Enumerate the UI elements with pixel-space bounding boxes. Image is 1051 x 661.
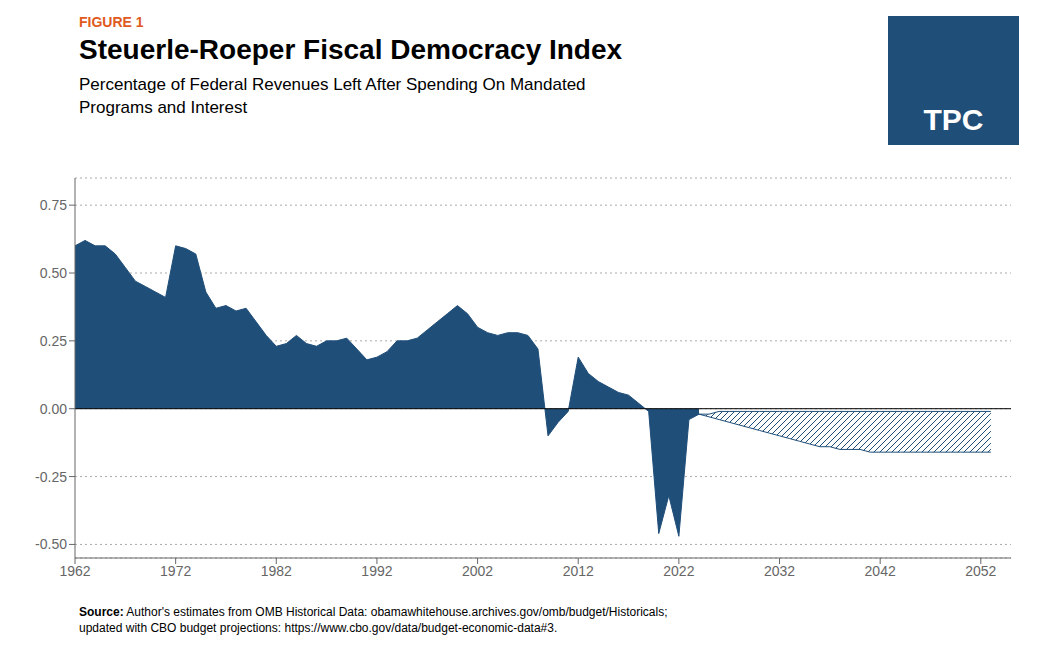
svg-text:0.25: 0.25	[40, 333, 67, 349]
svg-text:1982: 1982	[261, 563, 292, 579]
svg-text:2032: 2032	[764, 563, 795, 579]
svg-text:2052: 2052	[965, 563, 996, 579]
html-text:Steuerle-Roeper Fiscal Democra: Steuerle-Roeper Fiscal Democracy Index	[79, 34, 623, 65]
html-text:Source: Author's estimates fro: Source: Author's estimates from OMB Hist…	[79, 605, 668, 635]
svg-text:1992: 1992	[361, 563, 392, 579]
svg-text:-0.25: -0.25	[35, 469, 67, 485]
html-text:Percentage of Federal Revenues: Percentage of Federal Revenues Left Afte…	[79, 75, 586, 117]
svg-text:1962: 1962	[59, 563, 90, 579]
svg-text:0.50: 0.50	[40, 265, 67, 281]
svg-text:0.75: 0.75	[40, 197, 67, 213]
html-text:TPC: TPC	[923, 103, 984, 136]
svg-text:-0.50: -0.50	[35, 536, 67, 552]
svg-text:2042: 2042	[865, 563, 896, 579]
svg-text:2002: 2002	[462, 563, 493, 579]
html-text:FIGURE 1: FIGURE 1	[79, 14, 144, 30]
svg-text:2012: 2012	[563, 563, 594, 579]
svg-text:1972: 1972	[160, 563, 191, 579]
svg-text:0.00: 0.00	[40, 401, 67, 417]
svg-text:2022: 2022	[663, 563, 694, 579]
